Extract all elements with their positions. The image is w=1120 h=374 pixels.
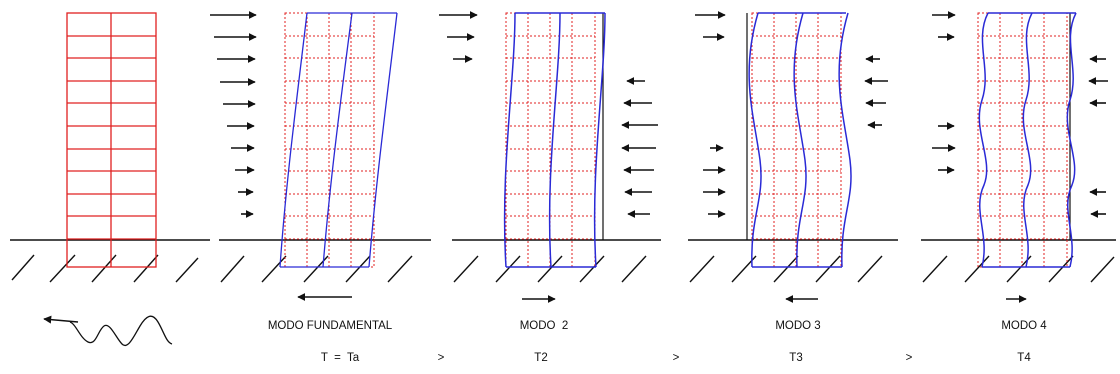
undeformed-building (10, 12, 210, 283)
red-frame (66, 12, 157, 268)
period-t4: T4 (1017, 352, 1031, 364)
dashed-reference-grid (751, 12, 842, 268)
ground-hatch-icon (921, 239, 1116, 283)
mode-shape (279, 12, 398, 268)
mode-shape (748, 12, 852, 268)
mode-3-label: MODO 3 (775, 320, 821, 332)
period-t2: T2 (534, 352, 548, 364)
mode-4 (921, 11, 1116, 303)
ground-hatch-icon (452, 239, 661, 283)
period-t3: T3 (789, 352, 803, 364)
ground-hatch-icon (10, 239, 210, 283)
mode-fundamental-label: MODO FUNDAMENTAL (267, 320, 393, 332)
dashed-reference-grid (505, 12, 596, 268)
dashed-reference-grid (977, 12, 1068, 268)
mode-shape (978, 12, 1077, 268)
mode-shape (503, 12, 606, 268)
force-arrow-icon (439, 11, 658, 218)
seismic-wave-icon (43, 315, 173, 347)
gt-sign-3: > (905, 352, 913, 364)
mode-2-label: MODO 2 (519, 320, 569, 332)
mode-3 (688, 11, 898, 303)
mode-2 (439, 11, 661, 303)
force-arrow-icon (932, 11, 1108, 218)
dashed-reference-grid (284, 12, 375, 268)
gt-sign-2: > (672, 352, 680, 364)
force-arrow-icon (695, 11, 888, 218)
mode-4-label: MODO 4 (1001, 320, 1047, 332)
mode-1 (210, 11, 431, 301)
period-t1: T = Ta (320, 352, 360, 364)
ground-hatch-icon (688, 239, 898, 283)
gt-sign-1: > (437, 352, 445, 364)
force-arrow-icon (210, 11, 257, 218)
